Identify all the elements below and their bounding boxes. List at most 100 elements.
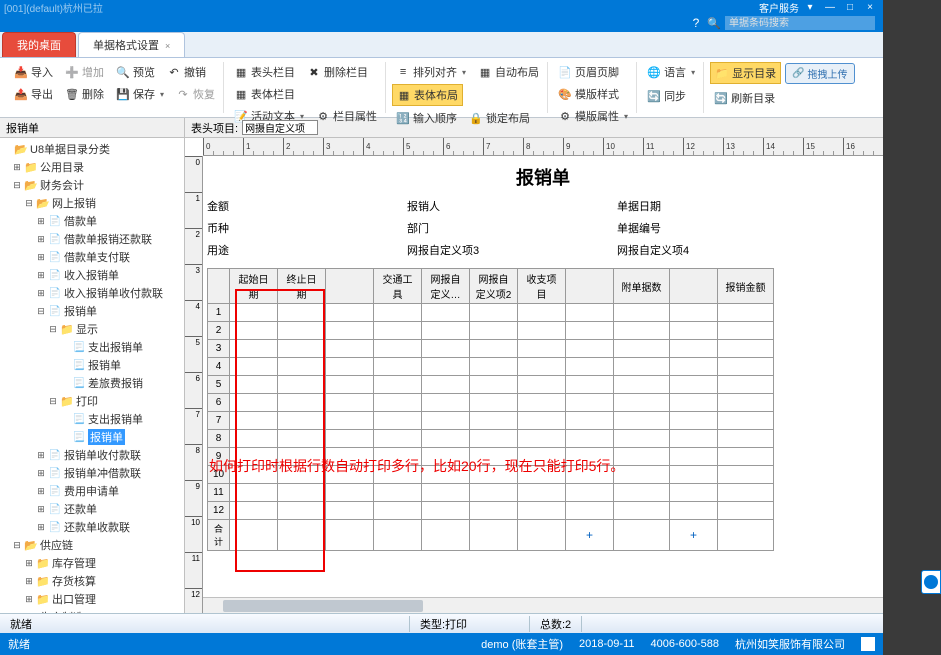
tree-node[interactable]: ⊞📄还款单收款联 xyxy=(2,518,182,536)
col-header[interactable]: 报销金额 xyxy=(718,269,774,304)
doc-table[interactable]: 起始日期 终止日期 交通工具 网报自定义… 网报自定义项2 收支项目 附单据数 … xyxy=(207,268,774,551)
help-icon[interactable]: ? xyxy=(693,16,700,30)
delete-button[interactable]: 🗑删除 xyxy=(61,84,108,104)
document-canvas[interactable]: 报销单 金额 报销人 单据日期 币种 部门 单据编号 用途 网报自定义项3 网报… xyxy=(203,156,883,613)
export-button[interactable]: 📤导出 xyxy=(10,84,57,104)
tree-node[interactable]: ⊞📁出口管理 xyxy=(2,590,182,608)
template-style-button[interactable]: 🎨模版样式 xyxy=(554,84,623,104)
lock-layout-button[interactable]: 🔒锁定布局 xyxy=(465,108,534,128)
save-button[interactable]: 💾保存▾ xyxy=(112,84,168,104)
scrollbar-horizontal[interactable] xyxy=(203,597,883,613)
close-icon[interactable]: × xyxy=(861,1,879,13)
dropdown-icon[interactable]: ▾ xyxy=(801,1,819,13)
tree-panel[interactable]: 📂U8单据目录分类 ⊞📁公用目录 ⊟📂财务会计 ⊟📂网上报销 ⊞📄借款单 ⊞📄借… xyxy=(0,138,185,613)
head-col-button[interactable]: ▦表头栏目 xyxy=(230,62,299,82)
tree-node[interactable]: ⊟📂财务会计 xyxy=(2,176,182,194)
field-label[interactable]: 单据日期 xyxy=(617,198,817,214)
bottom-company: 杭州如笑服饰有限公司 xyxy=(735,636,845,652)
tree-node[interactable]: ⊟📁显示 xyxy=(2,320,182,338)
tree-node[interactable]: 📃支出报销单 xyxy=(2,410,182,428)
template-attr-button[interactable]: ⚙模版属性▾ xyxy=(554,106,632,126)
undo-button[interactable]: ↶撤销 xyxy=(163,62,210,82)
body-layout-button[interactable]: ▦表体布局 xyxy=(392,84,463,106)
tree-node[interactable]: ⊞📄借款单 xyxy=(2,212,182,230)
refresh-dir-button[interactable]: 🔄刷新目录 xyxy=(710,88,779,108)
search-input[interactable] xyxy=(725,16,875,30)
table-row[interactable]: 6 xyxy=(208,394,774,412)
auto-layout-button[interactable]: ▦自动布局 xyxy=(474,62,543,82)
tree-node[interactable]: ⊞📁存货核算 xyxy=(2,572,182,590)
col-header[interactable]: 起始日期 xyxy=(230,269,278,304)
tree-node[interactable]: 📃报销单 xyxy=(2,356,182,374)
redo-button[interactable]: ↷恢复 xyxy=(172,84,219,104)
append-button[interactable]: ➕增加 xyxy=(61,62,108,82)
table-row[interactable]: 3 xyxy=(208,340,774,358)
table-row[interactable]: 10 xyxy=(208,466,774,484)
field-label[interactable]: 网报自定义项4 xyxy=(617,242,817,258)
tree-node[interactable]: ⊞📁公用目录 xyxy=(2,158,182,176)
tree-node[interactable]: 📃差旅费报销 xyxy=(2,374,182,392)
tree-node[interactable]: ⊞📄还款单 xyxy=(2,500,182,518)
input-order-button[interactable]: 🔢输入顺序 xyxy=(392,108,461,128)
minimize-icon[interactable]: — xyxy=(821,1,839,13)
table-row[interactable]: 2 xyxy=(208,322,774,340)
search-icon[interactable]: 🔍 xyxy=(707,17,721,30)
align-button[interactable]: ≡排列对齐▾ xyxy=(392,62,470,82)
status-type: 类型:打印 xyxy=(410,616,530,632)
table-row[interactable]: 1 xyxy=(208,304,774,322)
header-item-input[interactable] xyxy=(242,120,318,135)
tree-node[interactable]: ⊞📄费用申请单 xyxy=(2,482,182,500)
tree-node[interactable]: ⊞📄报销单收付款联 xyxy=(2,446,182,464)
tree-node[interactable]: ⊟📁打印 xyxy=(2,392,182,410)
tree-node[interactable]: ⊞📁库存管理 xyxy=(2,554,182,572)
tree-node[interactable]: 📃支出报销单 xyxy=(2,338,182,356)
col-header[interactable]: 终止日期 xyxy=(278,269,326,304)
field-label[interactable]: 报销人 xyxy=(407,198,607,214)
body-col-button[interactable]: ▦表体栏目 xyxy=(230,84,299,104)
table-row[interactable]: 5 xyxy=(208,376,774,394)
tree-node[interactable]: ⊞📁生产制造 xyxy=(2,608,182,613)
field-label[interactable]: 部门 xyxy=(407,220,607,236)
table-row[interactable]: 8 xyxy=(208,430,774,448)
drag-upload-tag[interactable]: 🔗拖拽上传 xyxy=(785,63,854,84)
language-button[interactable]: 🌐语言▾ xyxy=(643,62,699,82)
col-header[interactable]: 收支项目 xyxy=(518,269,566,304)
qr-icon[interactable] xyxy=(861,637,875,651)
field-label[interactable]: 币种 xyxy=(207,220,397,236)
menu-customer-service[interactable]: 客户服务 xyxy=(759,0,799,15)
tree-node[interactable]: ⊟📂供应链 xyxy=(2,536,182,554)
field-label[interactable]: 网报自定义项3 xyxy=(407,242,607,258)
tree-node[interactable]: ⊟📂网上报销 xyxy=(2,194,182,212)
table-row[interactable]: 4 xyxy=(208,358,774,376)
teamviewer-badge[interactable] xyxy=(921,570,941,594)
table-row[interactable]: 11 xyxy=(208,484,774,502)
field-label[interactable]: 单据编号 xyxy=(617,220,817,236)
tab-format-settings[interactable]: 单据格式设置× xyxy=(78,32,185,57)
tree-node[interactable]: ⊞📄收入报销单 xyxy=(2,266,182,284)
table-row[interactable]: 7 xyxy=(208,412,774,430)
del-col-button[interactable]: ✖删除栏目 xyxy=(303,62,372,82)
col-header[interactable]: 交通工具 xyxy=(374,269,422,304)
tree-node[interactable]: ⊟📄报销单 xyxy=(2,302,182,320)
tree-node-selected[interactable]: 📃报销单 xyxy=(2,428,182,446)
tree-node[interactable]: ⊞📄借款单支付联 xyxy=(2,248,182,266)
tree-node[interactable]: ⊞📄收入报销单收付款联 xyxy=(2,284,182,302)
tree-root[interactable]: 📂U8单据目录分类 xyxy=(2,140,182,158)
col-header[interactable]: 网报自定义… xyxy=(422,269,470,304)
col-header[interactable]: 附单据数 xyxy=(614,269,670,304)
tree-node[interactable]: ⊞📄借款单报销还款联 xyxy=(2,230,182,248)
preview-button[interactable]: 🔍预览 xyxy=(112,62,159,82)
tab-desktop[interactable]: 我的桌面 xyxy=(2,32,76,57)
sync-button[interactable]: 🔄同步 xyxy=(643,86,690,106)
import-button[interactable]: 📥导入 xyxy=(10,62,57,82)
tree-node[interactable]: ⊞📄报销单冲借款联 xyxy=(2,464,182,482)
show-dir-button[interactable]: 📁显示目录 xyxy=(710,62,781,84)
maximize-icon[interactable]: □ xyxy=(841,1,859,13)
tab-close-icon[interactable]: × xyxy=(165,41,170,51)
header-footer-button[interactable]: 📄页眉页脚 xyxy=(554,62,623,82)
table-row[interactable]: 12 xyxy=(208,502,774,520)
field-label[interactable]: 用途 xyxy=(207,242,397,258)
col-header[interactable]: 网报自定义项2 xyxy=(470,269,518,304)
field-label[interactable]: 金额 xyxy=(207,198,397,214)
table-row[interactable]: 9 xyxy=(208,448,774,466)
